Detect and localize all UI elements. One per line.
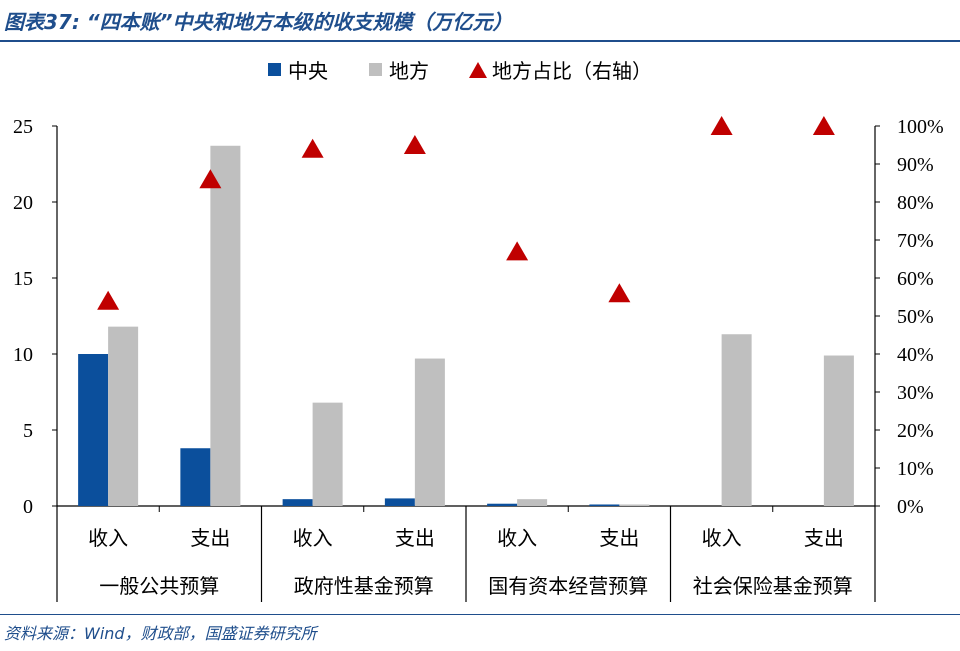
bar-central <box>487 503 518 506</box>
right-axis-tick-label: 0% <box>897 496 924 518</box>
group-label: 社会保险基金预算 <box>693 574 853 598</box>
legend-swatch-central <box>268 63 281 76</box>
marker-local-share <box>403 135 426 154</box>
right-axis-tick-label: 60% <box>897 268 934 290</box>
bar-central <box>282 499 313 506</box>
right-axis-tick-label: 10% <box>897 458 934 480</box>
marker-local-share <box>301 138 324 158</box>
chart-canvas: 0 5 10 15 20 25 0% 10% 20% 30% 40% 50% 60% 70% 80% 90% 1… <box>13 59 944 602</box>
right-axis-tick-label: 100% <box>897 116 944 138</box>
group-label: 一般公共预算 <box>99 574 219 598</box>
marker-local-share <box>199 169 222 189</box>
marker-local-share <box>710 116 733 135</box>
bar-central <box>589 504 620 506</box>
right-axis-tick-label: 50% <box>897 306 934 328</box>
right-axis-tick-label: 20% <box>897 420 934 442</box>
right-axis-tick-label: 70% <box>897 230 934 252</box>
left-axis-tick-label: 20 <box>13 192 33 214</box>
group-label: 国有资本经营预算 <box>488 574 648 598</box>
category-label: 支出 <box>599 526 639 550</box>
category-label: 收入 <box>497 526 537 550</box>
legend-swatch-local <box>369 63 382 76</box>
right-axis-tick-label: 80% <box>897 192 934 214</box>
group-label: 政府性基金预算 <box>294 574 434 598</box>
category-label: 收入 <box>702 526 742 550</box>
left-axis-tick-label: 25 <box>13 116 33 138</box>
legend-swatch-local-share <box>469 62 487 78</box>
bar-local <box>210 145 241 506</box>
right-axis-tick-label: 90% <box>897 154 934 176</box>
bar-central <box>384 498 415 506</box>
legend-label-local-share: 地方占比（右轴） <box>492 59 652 83</box>
bar-local <box>619 504 650 506</box>
bar-local <box>721 334 752 506</box>
source-note: 资料来源：Wind，财政部，国盛证券研究所 <box>4 624 317 643</box>
category-label: 收入 <box>293 526 333 550</box>
left-axis-tick-label: 0 <box>23 496 33 518</box>
right-axis-tick-label: 30% <box>897 382 934 404</box>
bar-central <box>78 354 109 506</box>
category-label: 支出 <box>395 526 435 550</box>
category-label: 收入 <box>88 526 128 550</box>
bar-local <box>108 326 139 506</box>
bar-central <box>180 448 211 506</box>
marker-local-share <box>608 283 631 303</box>
legend-label-local: 地方 <box>389 59 429 83</box>
left-axis-tick-label: 5 <box>23 420 33 442</box>
bar-local <box>517 499 548 506</box>
left-axis-tick-label: 10 <box>13 344 33 366</box>
right-axis-tick-label: 40% <box>897 344 934 366</box>
category-label: 支出 <box>190 526 230 550</box>
figure-title: 图表37: “四本账”中央和地方本级的收支规模（万亿元） <box>4 10 513 34</box>
bar-local <box>414 358 445 506</box>
bar-local <box>823 355 854 506</box>
title-divider <box>0 40 960 42</box>
bar-local <box>312 402 343 506</box>
marker-local-share <box>506 241 529 261</box>
marker-local-share <box>97 290 120 310</box>
category-label: 支出 <box>804 526 844 550</box>
legend-label-central: 中央 <box>288 59 328 83</box>
left-axis-tick-label: 15 <box>13 268 33 290</box>
source-divider <box>0 614 960 615</box>
marker-local-share <box>812 116 835 135</box>
